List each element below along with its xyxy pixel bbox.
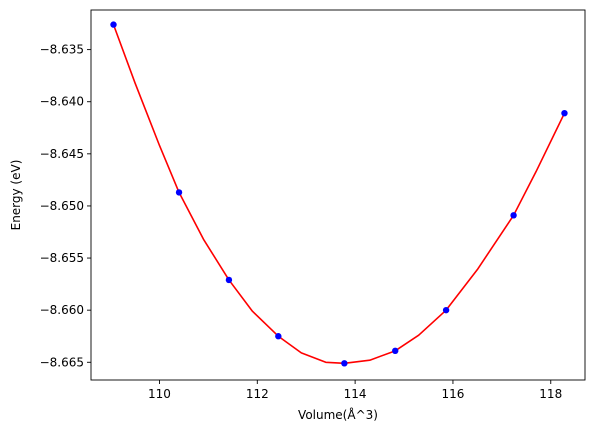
y-axis-label: Energy (eV): [9, 160, 23, 231]
data-point: [341, 360, 348, 367]
data-point: [175, 189, 183, 196]
x-tick-label: 110: [148, 387, 171, 401]
y-tick-label: −8.650: [40, 199, 84, 213]
y-tick-label: −8.645: [40, 147, 84, 161]
y-tick-label: −8.640: [40, 95, 84, 109]
y-tick-label: −8.665: [40, 355, 84, 369]
y-axis-ticks: −8.665 −8.660 −8.655 −8.650 −8.645 −8.640 −8.6…: [40, 43, 91, 369]
x-tick-label: 114: [344, 387, 367, 401]
x-tick-label: 112: [246, 387, 269, 401]
plot-frame: [90, 9, 586, 381]
x-axis-ticks: 110 112 114 116 118: [148, 380, 562, 401]
data-points-layer: [110, 21, 568, 367]
data-point: [225, 276, 233, 284]
y-tick-label: −8.635: [40, 43, 84, 57]
data-point: [275, 333, 282, 340]
data-point: [442, 306, 450, 314]
data-point: [561, 109, 568, 117]
y-tick-label: −8.660: [40, 303, 84, 317]
data-point: [110, 21, 117, 28]
y-tick-label: −8.655: [40, 251, 84, 265]
x-tick-label: 116: [441, 387, 464, 401]
x-tick-label: 118: [539, 387, 562, 401]
data-point: [392, 347, 399, 355]
x-axis-label: Volume(Å^3): [298, 407, 378, 422]
data-point: [510, 212, 517, 219]
